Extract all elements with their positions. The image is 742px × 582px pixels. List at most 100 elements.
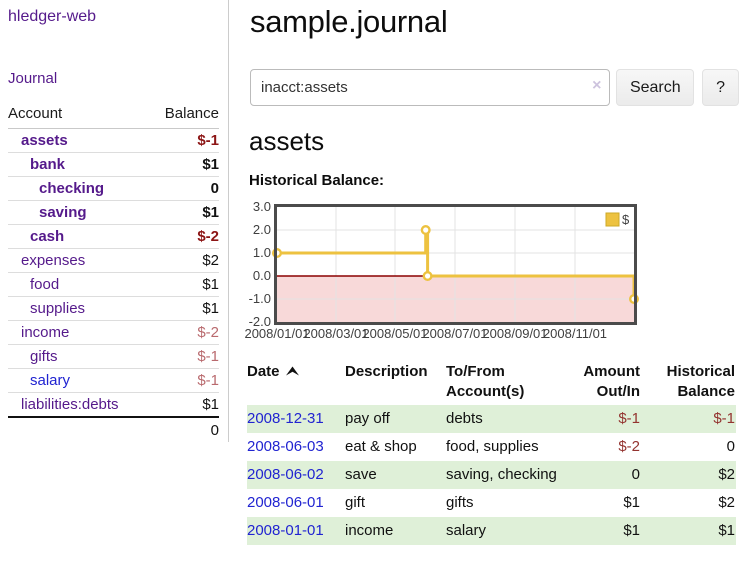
transaction-balance: $1 bbox=[718, 522, 735, 539]
account-row-cash: cash $-2 bbox=[8, 224, 219, 249]
account-balance: $-2 bbox=[149, 320, 219, 345]
transaction-balance: $2 bbox=[718, 466, 735, 483]
search-bar: × Search ? bbox=[250, 69, 739, 106]
account-row-food: food $1 bbox=[8, 272, 219, 297]
sidebar: hledger-web Journal Account Balance asse… bbox=[0, 0, 229, 442]
x-tick: 2008/03/01 bbox=[303, 326, 368, 341]
plot-border bbox=[274, 204, 637, 325]
account-row-saving: saving $1 bbox=[8, 200, 219, 225]
register-header-accounts: To/From Account(s) bbox=[446, 363, 525, 400]
register-header-row: Date Description To/From Account(s) Amou… bbox=[247, 360, 736, 405]
account-title: assets bbox=[249, 126, 325, 156]
account-row-bank: bank $1 bbox=[8, 152, 219, 177]
register-header-balance: Historical Balance bbox=[666, 363, 735, 400]
account-row-liabilities-debts: liabilities:debts $1 bbox=[8, 392, 219, 418]
transaction-accounts: food, supplies bbox=[446, 438, 539, 455]
register-table: Date Description To/From Account(s) Amou… bbox=[247, 360, 736, 545]
transaction-accounts: salary bbox=[446, 522, 487, 539]
register-row: 2008-06-02 save saving, checking 0 $2 bbox=[247, 461, 736, 489]
account-link-cash[interactable]: cash bbox=[30, 228, 65, 245]
account-balance: $-1 bbox=[149, 368, 219, 393]
legend-swatch bbox=[605, 212, 620, 227]
transaction-description: income bbox=[345, 522, 394, 539]
historical-balance-chart[interactable]: $ 3.0 2.0 1.0 0.0 -1.0 -2.0 2008/01/01 2… bbox=[245, 200, 742, 345]
x-tick: 2008/05/01 bbox=[362, 326, 427, 341]
search-input-wrap: × bbox=[250, 69, 611, 106]
y-tick: 0.0 bbox=[253, 268, 271, 283]
accounts-total-balance: 0 bbox=[149, 416, 219, 442]
register-row: 2008-06-01 gift gifts $1 $2 bbox=[247, 489, 736, 517]
account-link-checking[interactable]: checking bbox=[39, 180, 105, 197]
x-tick: 2008/01/01 bbox=[245, 326, 310, 341]
x-tick: 2008/09/01 bbox=[482, 326, 547, 341]
account-link-food[interactable]: food bbox=[30, 276, 60, 293]
transaction-date-link[interactable]: 2008-06-02 bbox=[247, 466, 324, 483]
y-tick: -1.0 bbox=[249, 291, 271, 306]
accounts-total-row: 0 bbox=[8, 416, 219, 442]
y-tick: 3.0 bbox=[253, 200, 271, 214]
legend-label: $ bbox=[622, 212, 630, 227]
account-balance: $1 bbox=[149, 296, 219, 321]
account-row-supplies: supplies $1 bbox=[8, 296, 219, 321]
y-tick: 1.0 bbox=[253, 245, 271, 260]
account-balance: $1 bbox=[149, 152, 219, 177]
account-link-income[interactable]: income bbox=[21, 324, 70, 341]
accounts-table: Account Balance assets $-1 bank $1 check… bbox=[8, 101, 219, 442]
register-row: 2008-06-03 eat & shop food, supplies $-2… bbox=[247, 433, 736, 461]
accounts-header-account: Account bbox=[8, 101, 150, 129]
account-row-salary: salary $-1 bbox=[8, 368, 219, 393]
x-tick: 2008/11/01 bbox=[543, 326, 607, 341]
transaction-accounts: debts bbox=[446, 410, 483, 427]
transaction-date-link[interactable]: 2008-06-03 bbox=[247, 438, 324, 455]
account-link-gifts[interactable]: gifts bbox=[30, 348, 58, 365]
transaction-amount: $1 bbox=[623, 494, 640, 511]
register-header-description: Description bbox=[345, 363, 428, 380]
register-header-amount: Amount Out/In bbox=[583, 363, 640, 400]
search-button[interactable]: Search bbox=[616, 69, 695, 106]
account-row-gifts: gifts $-1 bbox=[8, 344, 219, 369]
transaction-balance: 0 bbox=[726, 438, 735, 455]
transaction-amount: $1 bbox=[623, 522, 640, 539]
account-balance: $1 bbox=[149, 200, 219, 225]
transaction-balance: $2 bbox=[718, 494, 735, 511]
account-balance: $-1 bbox=[149, 344, 219, 369]
chart-heading: Historical Balance: bbox=[249, 172, 385, 189]
account-balance: 0 bbox=[149, 176, 219, 201]
x-tick: 2008/07/01 bbox=[422, 326, 487, 341]
account-balance: $2 bbox=[149, 248, 219, 273]
account-balance: $1 bbox=[149, 272, 219, 297]
transaction-amount: $-1 bbox=[618, 410, 640, 427]
transaction-balance: $-1 bbox=[713, 410, 735, 427]
account-link-expenses[interactable]: expenses bbox=[21, 252, 86, 269]
transaction-date-link[interactable]: 2008-12-31 bbox=[247, 410, 324, 427]
transaction-amount: 0 bbox=[631, 466, 640, 483]
account-link-supplies[interactable]: supplies bbox=[30, 300, 86, 317]
transaction-date-link[interactable]: 2008-01-01 bbox=[247, 522, 324, 539]
sort-ascending-icon bbox=[285, 362, 299, 382]
transaction-description: pay off bbox=[345, 410, 390, 427]
sidebar-item-journal[interactable]: Journal bbox=[8, 70, 58, 87]
account-link-assets[interactable]: assets bbox=[21, 132, 68, 149]
help-button[interactable]: ? bbox=[702, 69, 739, 106]
y-tick: 2.0 bbox=[253, 222, 271, 237]
transaction-description: eat & shop bbox=[345, 438, 417, 455]
register-row: 2008-01-01 income salary $1 $1 bbox=[247, 517, 736, 545]
y-tick: -2.0 bbox=[249, 314, 271, 329]
account-link-saving[interactable]: saving bbox=[39, 204, 87, 221]
account-link-liabilities-debts[interactable]: liabilities:debts bbox=[21, 396, 119, 413]
account-link-salary[interactable]: salary bbox=[30, 372, 71, 389]
search-input[interactable] bbox=[250, 69, 611, 106]
account-row-assets: assets $-1 bbox=[8, 128, 219, 153]
account-row-checking: checking 0 bbox=[8, 176, 219, 201]
transaction-date-link[interactable]: 2008-06-01 bbox=[247, 494, 324, 511]
transaction-description: save bbox=[345, 466, 377, 483]
accounts-header-row: Account Balance bbox=[8, 101, 219, 129]
account-row-income: income $-2 bbox=[8, 320, 219, 345]
clear-search-icon[interactable]: × bbox=[592, 77, 602, 94]
account-link-bank[interactable]: bank bbox=[30, 156, 66, 173]
app-title-link[interactable]: hledger-web bbox=[8, 8, 97, 25]
register-header-date[interactable]: Date bbox=[247, 360, 345, 405]
account-balance: $-2 bbox=[149, 224, 219, 249]
transaction-accounts: saving, checking bbox=[446, 466, 557, 483]
